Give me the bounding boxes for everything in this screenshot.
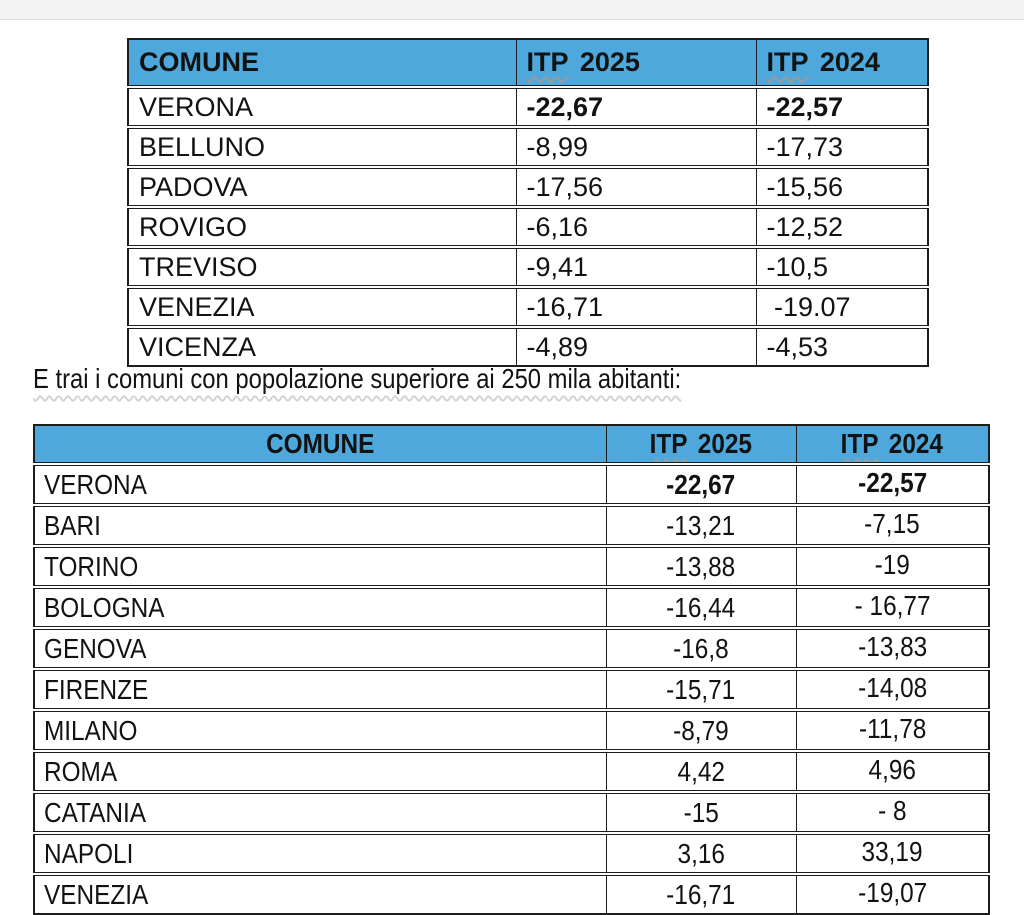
- cell-itp2025: 4,42: [605, 749, 797, 793]
- table-row: FIRENZE -15,71 -14,08: [33, 667, 990, 711]
- table-row: GENOVA -16,8 -13,83: [33, 626, 990, 670]
- cell-itp2025: -9,41: [515, 245, 757, 288]
- cell-itp2025: -22,67: [605, 462, 797, 506]
- cell-itp2025: -16,71: [515, 285, 757, 328]
- cell-itp2024: -19.07: [755, 285, 929, 328]
- cell-itp2025: -13,21: [605, 503, 797, 547]
- cell-itp2025: -4,89: [515, 325, 757, 367]
- header-itp-prefix: ITP: [649, 428, 688, 459]
- cell-comune: VERONA: [127, 85, 517, 128]
- cell-comune: BOLOGNA: [33, 585, 607, 629]
- table-row: CATANIA -15 - 8: [33, 790, 990, 834]
- cell-itp2025: -8,79: [605, 708, 797, 752]
- itp-table-veneto: COMUNE ITP 2025 ITP 2024 VERONA -22,67 -22…: [127, 38, 929, 367]
- cell-comune: VICENZA: [127, 325, 517, 367]
- table-row: BELLUNO -8,99 -17,73: [127, 125, 929, 168]
- note-paragraph: E trai i comuni con popolazione superior…: [33, 362, 796, 396]
- header-itp-prefix: ITP: [526, 47, 569, 77]
- cell-comune: VENEZIA: [127, 285, 517, 328]
- page-top-strip: [0, 0, 1024, 20]
- cell-itp2025: -17,56: [515, 165, 757, 208]
- cell-itp2025: -6,16: [515, 205, 757, 248]
- cell-itp2024: -11,78: [795, 708, 990, 752]
- cell-itp2025: -22,67: [515, 85, 757, 128]
- cell-itp2024: -7,15: [795, 503, 990, 547]
- cell-itp2024: -19,07: [795, 872, 990, 915]
- cell-itp2025: -16,44: [605, 585, 797, 629]
- cell-comune: ROVIGO: [127, 205, 517, 248]
- table-row: PADOVA -17,56 -15,56: [127, 165, 929, 208]
- table-row: ROMA 4,42 4,96: [33, 749, 990, 793]
- cell-itp2025: -16,8: [605, 626, 797, 670]
- header-comune-label: COMUNE: [139, 47, 259, 77]
- cell-itp2024: -19: [795, 544, 990, 588]
- cell-itp2025: 3,16: [605, 831, 797, 875]
- table-row: ROVIGO -6,16 -12,52: [127, 205, 929, 248]
- cell-itp2024: -10,5: [755, 245, 929, 288]
- table-row: NAPOLI 3,16 33,19: [33, 831, 990, 875]
- header-itp-2025: ITP 2025: [515, 38, 757, 88]
- cell-comune: ROMA: [33, 749, 607, 793]
- table-row: VENEZIA -16,71 -19.07: [127, 285, 929, 328]
- table-row: VICENZA -4,89 -4,53: [127, 325, 929, 367]
- cell-comune: GENOVA: [33, 626, 607, 670]
- cell-itp2024: -15,56: [755, 165, 929, 208]
- table-row: TORINO -13,88 -19: [33, 544, 990, 588]
- cell-comune: VERONA: [33, 462, 607, 506]
- header-year-label: 2025: [697, 428, 753, 459]
- cell-itp2024: -17,73: [755, 125, 929, 168]
- cell-itp2025: -16,71: [605, 872, 797, 915]
- cell-comune: NAPOLI: [33, 831, 607, 875]
- cell-comune: BELLUNO: [127, 125, 517, 168]
- header-comune: COMUNE: [33, 424, 607, 465]
- header-comune: COMUNE: [127, 38, 517, 88]
- header-year-label: 2024: [889, 428, 944, 459]
- cell-itp2024: -4,53: [755, 325, 929, 367]
- cell-itp2025: -15,71: [605, 667, 797, 711]
- table-row: BARI -13,21 -7,15: [33, 503, 990, 547]
- itp-table-big-cities: COMUNE ITP 2025 ITP 2024 VERONA -22,67 -22…: [33, 424, 990, 915]
- cell-comune: PADOVA: [127, 165, 517, 208]
- header-itp-2025: ITP 2025: [605, 424, 797, 465]
- cell-comune: BARI: [33, 503, 607, 547]
- cell-itp2024: -22,57: [755, 85, 929, 128]
- header-year-label: 2025: [579, 47, 640, 77]
- header-comune-label: COMUNE: [266, 428, 375, 459]
- cell-comune: TORINO: [33, 544, 607, 588]
- header-itp-2024: ITP 2024: [795, 424, 990, 465]
- header-itp-prefix: ITP: [766, 47, 809, 77]
- cell-itp2024: 4,96: [795, 749, 990, 793]
- cell-itp2024: 33,19: [795, 831, 990, 875]
- cell-comune: CATANIA: [33, 790, 607, 834]
- table-row: MILANO -8,79 -11,78: [33, 708, 990, 752]
- table-row: VERONA -22,67 -22,57: [127, 85, 929, 128]
- cell-itp2025: -15: [605, 790, 797, 834]
- cell-comune: VENEZIA: [33, 872, 607, 915]
- cell-itp2025: -13,88: [605, 544, 797, 588]
- table-header-row: COMUNE ITP 2025 ITP 2024: [33, 424, 990, 465]
- cell-itp2024: - 8: [795, 790, 990, 834]
- table-header-row: COMUNE ITP 2025 ITP 2024: [127, 38, 929, 88]
- table-row: TREVISO -9,41 -10,5: [127, 245, 929, 288]
- cell-comune: FIRENZE: [33, 667, 607, 711]
- cell-comune: TREVISO: [127, 245, 517, 288]
- cell-itp2025: -8,99: [515, 125, 757, 168]
- header-itp-prefix: ITP: [841, 428, 879, 459]
- table-row: VENEZIA -16,71 -19,07: [33, 872, 990, 915]
- cell-itp2024: -13,83: [795, 626, 990, 670]
- cell-comune: MILANO: [33, 708, 607, 752]
- cell-itp2024: -12,52: [755, 205, 929, 248]
- header-itp-2024: ITP 2024: [755, 38, 929, 88]
- note-text: E trai i comuni con popolazione superior…: [33, 363, 682, 394]
- header-year-label: 2024: [819, 47, 880, 77]
- cell-itp2024: -14,08: [795, 667, 990, 711]
- cell-itp2024: - 16,77: [795, 585, 990, 629]
- cell-itp2024: -22,57: [795, 462, 990, 506]
- table-row: VERONA -22,67 -22,57: [33, 462, 990, 506]
- table-row: BOLOGNA -16,44 - 16,77: [33, 585, 990, 629]
